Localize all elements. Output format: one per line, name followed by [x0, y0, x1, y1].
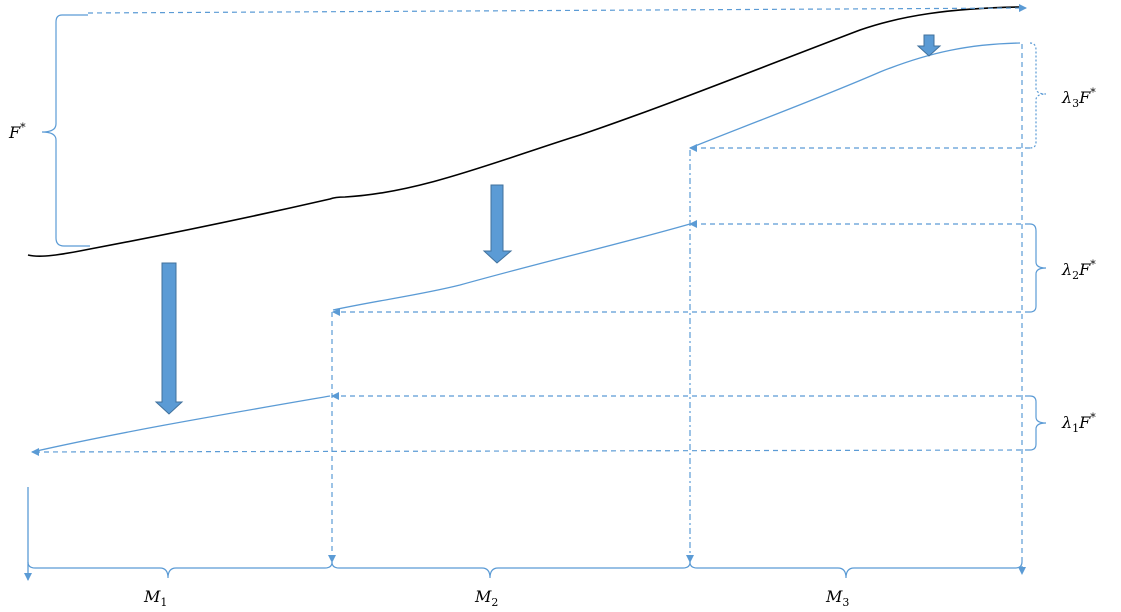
lambda3-label: λ3F*: [1061, 86, 1096, 110]
m2-brace: [331, 561, 691, 579]
m1-brace: [27, 561, 333, 579]
lambda1-label: λ1F*: [1061, 411, 1096, 435]
m3-label: M3: [825, 587, 849, 609]
m2-label: M2: [474, 587, 498, 609]
lambda2-brace: [1029, 223, 1047, 313]
lambda1-brace: [1029, 395, 1047, 451]
total-curve: [27, 6, 1021, 257]
lambda3-brace: [1029, 42, 1047, 149]
curve-segment-1: [31, 395, 331, 453]
down-arrow-medium: [482, 184, 513, 264]
f-star-label: F*: [8, 121, 26, 142]
lambda1-lower-dashed-guide: [31, 447, 1031, 456]
m3-brace: [689, 561, 1023, 579]
curve-segment-2: [332, 223, 691, 311]
f-star-brace: [41, 14, 90, 247]
top-dashed-guide: [87, 4, 1027, 14]
down-arrow-large: [154, 262, 184, 415]
lambda2-label: λ2F*: [1061, 258, 1096, 282]
m1-label: M1: [143, 587, 167, 609]
down-arrow-small: [916, 34, 942, 57]
curve-segment-3: [689, 42, 1021, 149]
